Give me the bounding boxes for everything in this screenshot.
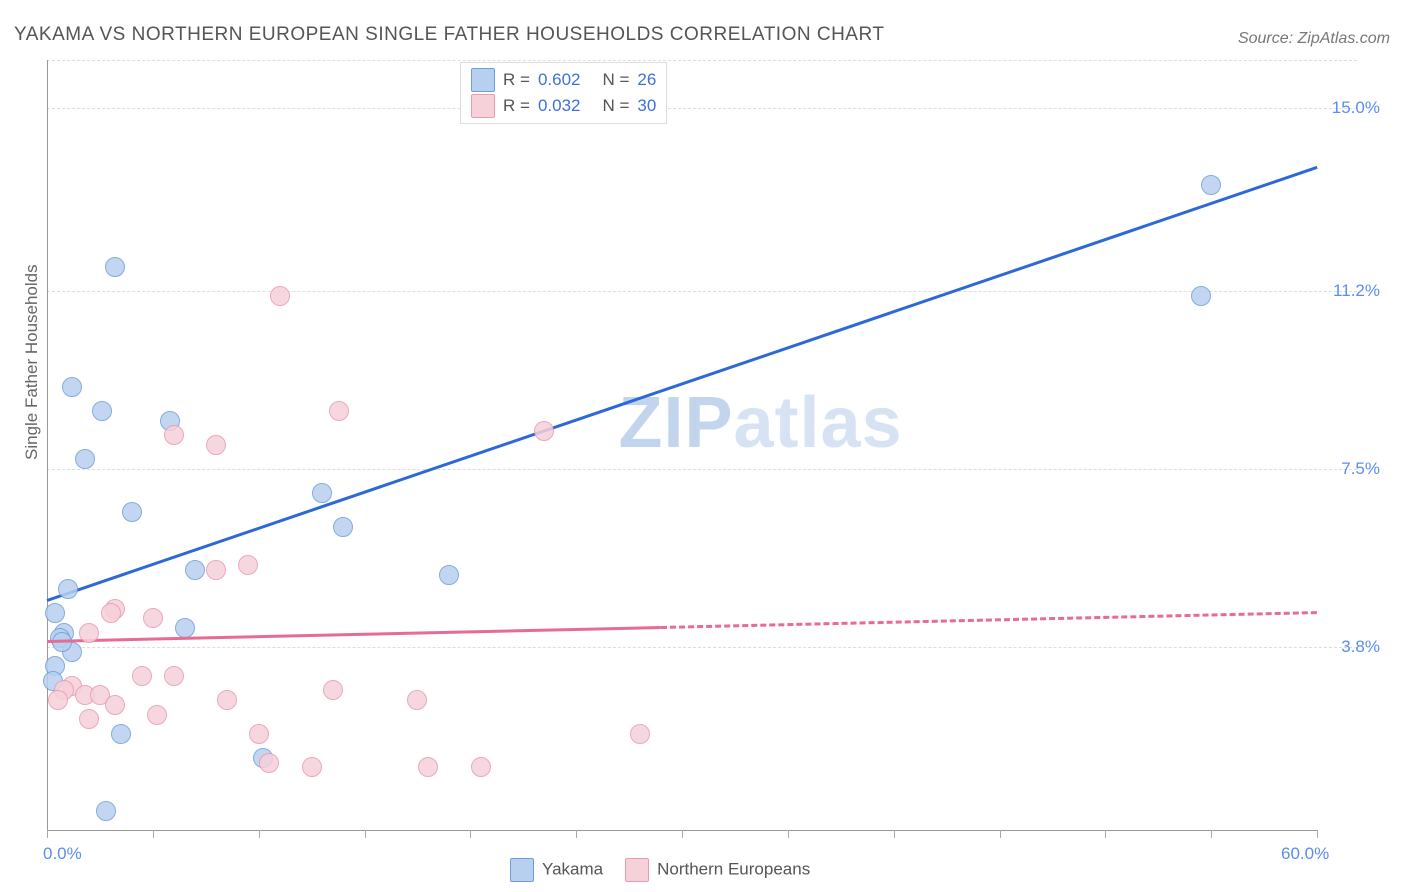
data-point bbox=[101, 603, 121, 623]
x-tick-mark bbox=[1211, 830, 1212, 838]
data-point bbox=[534, 421, 554, 441]
x-tick-label: 0.0% bbox=[43, 844, 82, 864]
legend-n-label: N = bbox=[602, 93, 629, 119]
legend-n-value: 26 bbox=[637, 67, 656, 93]
x-tick-mark bbox=[470, 830, 471, 838]
data-point bbox=[79, 709, 99, 729]
x-tick-mark bbox=[1317, 830, 1318, 838]
legend-item: Yakama bbox=[510, 858, 603, 882]
data-point bbox=[206, 560, 226, 580]
data-point bbox=[302, 757, 322, 777]
trend-line bbox=[47, 166, 1318, 602]
data-point bbox=[105, 695, 125, 715]
data-point bbox=[407, 690, 427, 710]
legend-r-value: 0.602 bbox=[538, 67, 581, 93]
data-point bbox=[217, 690, 237, 710]
legend-swatch bbox=[471, 94, 495, 118]
data-point bbox=[259, 753, 279, 773]
chart-container: YAKAMA VS NORTHERN EUROPEAN SINGLE FATHE… bbox=[0, 0, 1406, 892]
legend-swatch bbox=[471, 68, 495, 92]
trend-line-extrapolated bbox=[661, 611, 1317, 629]
legend-n-label: N = bbox=[602, 67, 629, 93]
data-point bbox=[92, 401, 112, 421]
grid-line bbox=[47, 647, 1357, 648]
legend-r-value: 0.032 bbox=[538, 93, 581, 119]
data-point bbox=[439, 565, 459, 585]
legend-r-label: R = bbox=[503, 93, 530, 119]
data-point bbox=[270, 286, 290, 306]
data-point bbox=[105, 257, 125, 277]
data-point bbox=[333, 517, 353, 537]
data-point bbox=[1201, 175, 1221, 195]
data-point bbox=[96, 801, 116, 821]
x-tick-mark bbox=[365, 830, 366, 838]
chart-title: YAKAMA VS NORTHERN EUROPEAN SINGLE FATHE… bbox=[14, 24, 884, 46]
grid-line bbox=[47, 469, 1357, 470]
data-point bbox=[58, 579, 78, 599]
data-point bbox=[206, 435, 226, 455]
data-point bbox=[48, 690, 68, 710]
data-point bbox=[471, 757, 491, 777]
correlation-legend: R = 0.602 N = 26 R = 0.032 N = 30 bbox=[460, 62, 667, 124]
data-point bbox=[45, 603, 65, 623]
watermark: ZIPatlas bbox=[619, 382, 903, 464]
source-citation: Source: ZipAtlas.com bbox=[1238, 30, 1390, 48]
legend-label: Yakama bbox=[542, 859, 603, 878]
data-point bbox=[1191, 286, 1211, 306]
data-point bbox=[62, 377, 82, 397]
y-tick-label: 11.2% bbox=[1325, 281, 1380, 301]
x-tick-label: 60.0% bbox=[1281, 844, 1329, 864]
grid-line bbox=[47, 108, 1357, 109]
legend-item: Northern Europeans bbox=[625, 858, 810, 882]
y-tick-label: 15.0% bbox=[1325, 98, 1380, 118]
x-tick-mark bbox=[1105, 830, 1106, 838]
legend-label: Northern Europeans bbox=[657, 859, 810, 878]
trend-line bbox=[47, 626, 661, 643]
x-tick-mark bbox=[576, 830, 577, 838]
data-point bbox=[329, 401, 349, 421]
data-point bbox=[147, 705, 167, 725]
data-point bbox=[418, 757, 438, 777]
plot-area: 3.8%7.5%11.2%15.0%0.0%60.0%ZIPatlas bbox=[47, 60, 1317, 830]
data-point bbox=[249, 724, 269, 744]
data-point bbox=[175, 618, 195, 638]
data-point bbox=[238, 555, 258, 575]
data-point bbox=[111, 724, 131, 744]
data-point bbox=[185, 560, 205, 580]
legend-n-value: 30 bbox=[637, 93, 656, 119]
y-tick-label: 3.8% bbox=[1325, 637, 1380, 657]
data-point bbox=[630, 724, 650, 744]
x-tick-mark bbox=[894, 830, 895, 838]
data-point bbox=[122, 502, 142, 522]
x-tick-mark bbox=[682, 830, 683, 838]
legend-row: R = 0.602 N = 26 bbox=[471, 67, 656, 93]
data-point bbox=[323, 680, 343, 700]
x-tick-mark bbox=[788, 830, 789, 838]
data-point bbox=[164, 666, 184, 686]
data-point bbox=[143, 608, 163, 628]
x-tick-mark bbox=[153, 830, 154, 838]
y-tick-label: 7.5% bbox=[1325, 459, 1380, 479]
grid-line bbox=[47, 60, 1357, 61]
x-tick-mark bbox=[259, 830, 260, 838]
data-point bbox=[75, 449, 95, 469]
data-point bbox=[79, 623, 99, 643]
legend-swatch bbox=[625, 858, 649, 882]
legend-swatch bbox=[510, 858, 534, 882]
data-point bbox=[132, 666, 152, 686]
y-axis-label: Single Father Households bbox=[22, 264, 42, 460]
data-point bbox=[164, 425, 184, 445]
grid-line bbox=[47, 291, 1357, 292]
series-legend: Yakama Northern Europeans bbox=[510, 858, 810, 882]
legend-r-label: R = bbox=[503, 67, 530, 93]
legend-row: R = 0.032 N = 30 bbox=[471, 93, 656, 119]
y-axis bbox=[47, 60, 48, 830]
x-tick-mark bbox=[47, 830, 48, 838]
data-point bbox=[312, 483, 332, 503]
x-tick-mark bbox=[1000, 830, 1001, 838]
